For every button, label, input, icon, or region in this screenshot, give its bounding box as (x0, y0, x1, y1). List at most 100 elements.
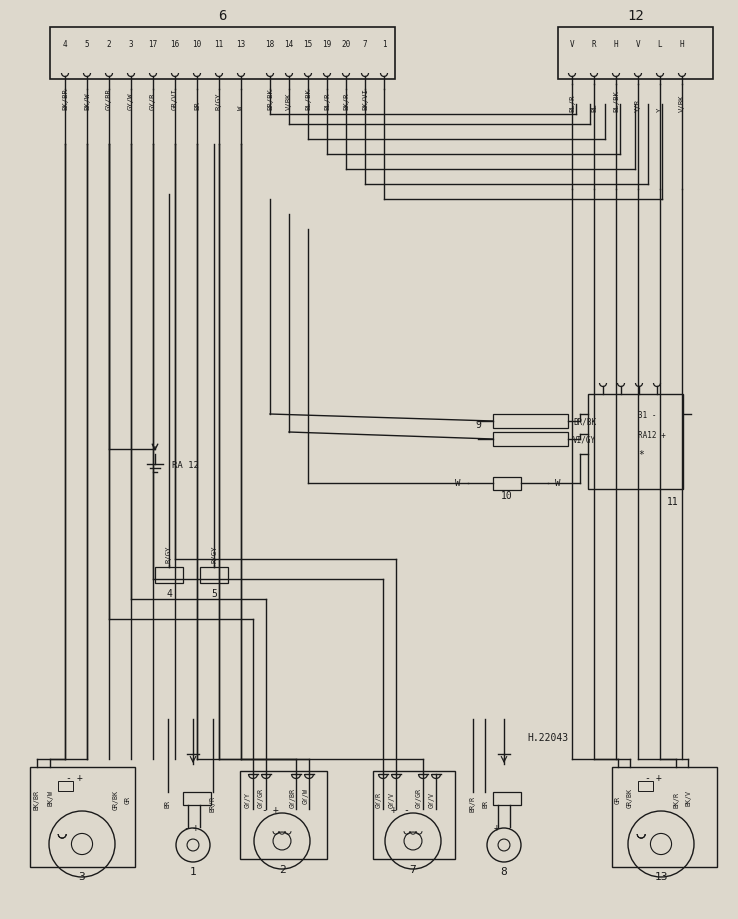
Bar (240, 771, 327, 859)
Text: BL/BK: BL/BK (613, 90, 619, 112)
Text: W: W (238, 106, 244, 110)
Text: BK/R: BK/R (673, 791, 679, 807)
Text: +: + (193, 823, 199, 832)
Text: BR/R: BR/R (470, 795, 476, 811)
Text: V/BK: V/BK (679, 95, 685, 112)
Text: BL/R: BL/R (569, 95, 575, 112)
Text: 8: 8 (500, 866, 508, 876)
Text: GR/BK: GR/BK (113, 789, 119, 809)
Text: 18: 18 (266, 40, 275, 49)
Text: 3: 3 (79, 871, 86, 881)
Text: GY/BR: GY/BR (106, 88, 112, 110)
Text: GY/GR: GY/GR (258, 788, 264, 807)
Text: R/GY: R/GY (216, 93, 222, 110)
Bar (50, 28, 395, 80)
Bar (58, 781, 73, 791)
Text: RA12 +: RA12 + (638, 430, 666, 439)
Text: 2: 2 (107, 40, 111, 49)
Text: 1: 1 (190, 866, 196, 876)
Text: 31 -: 31 - (638, 410, 657, 419)
Text: 19: 19 (323, 40, 331, 49)
Text: VI/GY: VI/GY (573, 435, 596, 444)
Text: GR/VI: GR/VI (172, 88, 178, 110)
Text: V/BK: V/BK (286, 93, 292, 110)
Text: GY/V: GY/V (389, 791, 395, 807)
Text: R/GY: R/GY (166, 545, 172, 562)
Bar (638, 781, 653, 791)
Text: 1: 1 (382, 40, 386, 49)
Text: V: V (570, 40, 574, 49)
Text: BR/BK: BR/BK (573, 417, 596, 426)
Text: GY/V: GY/V (429, 791, 435, 807)
Text: 7: 7 (410, 864, 416, 874)
Text: 6: 6 (218, 9, 227, 23)
Text: R/GY: R/GY (211, 545, 217, 562)
Text: Y: Y (657, 108, 663, 112)
Text: *: * (638, 449, 644, 460)
Text: W: W (555, 479, 561, 488)
Text: 3: 3 (128, 40, 134, 49)
Text: GR: GR (615, 795, 621, 803)
Bar (183, 792, 211, 805)
Bar (155, 567, 183, 584)
Text: 4: 4 (63, 40, 67, 49)
Text: BR/R: BR/R (210, 795, 216, 811)
Bar (493, 478, 521, 491)
Bar (612, 767, 717, 867)
Text: BK/VI: BK/VI (362, 88, 368, 110)
Text: GY/GR: GY/GR (416, 788, 422, 807)
Bar (558, 28, 713, 80)
Text: GY/Y: GY/Y (245, 791, 251, 807)
Text: BL/R: BL/R (324, 93, 330, 110)
Text: +: + (494, 823, 500, 832)
Text: -: - (261, 804, 267, 814)
Text: 17: 17 (148, 40, 158, 49)
Text: 13: 13 (236, 40, 246, 49)
Text: +: + (391, 804, 397, 814)
Text: H: H (614, 40, 618, 49)
Bar (373, 771, 455, 859)
Text: BL/BK: BL/BK (305, 88, 311, 110)
Text: RA 12: RA 12 (171, 460, 199, 469)
Text: BK/W: BK/W (47, 789, 53, 805)
Text: 10: 10 (501, 491, 513, 501)
Text: V: V (635, 40, 641, 49)
Text: GR: GR (125, 795, 131, 803)
Bar (30, 767, 135, 867)
Text: GR/BK: GR/BK (627, 788, 633, 807)
Text: 4: 4 (166, 588, 172, 598)
Text: 9: 9 (475, 420, 481, 429)
Text: GY/W: GY/W (128, 93, 134, 110)
Text: 5: 5 (211, 588, 217, 598)
Bar (493, 433, 568, 447)
Text: +: + (273, 804, 279, 814)
Text: BK/BR: BK/BR (62, 88, 68, 110)
Text: +: + (77, 772, 83, 782)
Text: +: + (656, 772, 662, 782)
Text: 12: 12 (627, 9, 644, 23)
Text: R: R (592, 40, 596, 49)
Text: BR: BR (165, 800, 171, 807)
Text: W: W (455, 479, 461, 488)
Text: BR: BR (194, 101, 200, 110)
Text: 13: 13 (655, 871, 668, 881)
Bar (588, 394, 683, 490)
Text: 16: 16 (170, 40, 179, 49)
Text: BK/R: BK/R (343, 93, 349, 110)
Text: BK/BR: BK/BR (34, 789, 40, 809)
Text: H.22043: H.22043 (528, 732, 568, 743)
Text: BK/V: BK/V (685, 789, 691, 805)
Bar (200, 567, 228, 584)
Text: GY/R: GY/R (376, 791, 382, 807)
Text: BR: BR (482, 800, 488, 807)
Text: GY/R: GY/R (150, 93, 156, 110)
Text: 10: 10 (193, 40, 201, 49)
Text: 7: 7 (362, 40, 368, 49)
Bar (493, 792, 521, 805)
Text: -: - (183, 823, 189, 832)
Text: L: L (658, 40, 662, 49)
Text: -: - (403, 804, 409, 814)
Text: BL: BL (591, 103, 597, 112)
Text: 5: 5 (85, 40, 89, 49)
Text: 15: 15 (303, 40, 313, 49)
